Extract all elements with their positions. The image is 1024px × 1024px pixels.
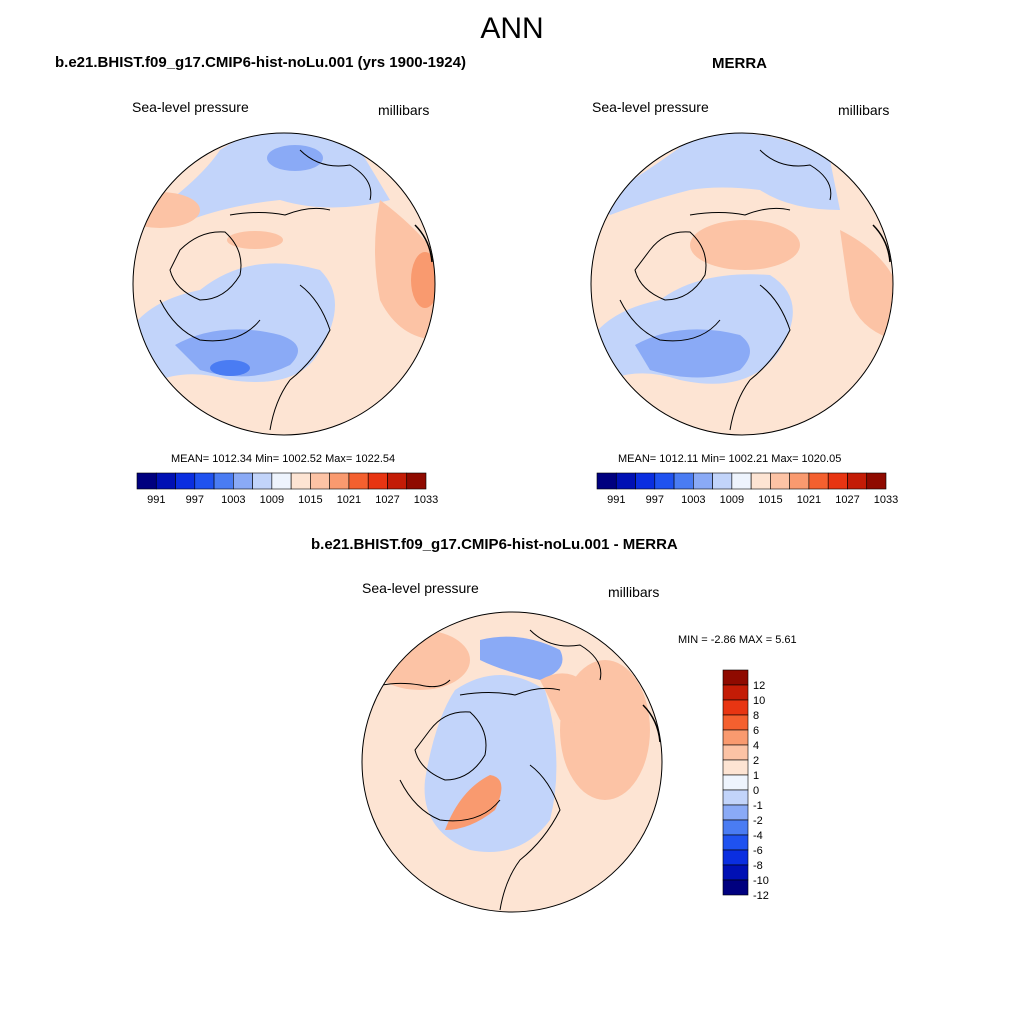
panel3-colorbar-swatch [722,759,749,776]
panel1-colorbar: 991 997 1003 1009 1015 1021 1027 1033 [136,472,438,506]
panel3-map [362,612,662,912]
panel3-colorbar-swatch [722,729,749,746]
panel2-colorbar-tick-label: 991 [607,494,625,506]
panel3-colorbar-tick-label: 10 [753,695,765,707]
panel3-colorbar-swatch [722,849,749,866]
panel2-colorbar-swatch [866,472,887,490]
panel1-colorbar-swatch [329,472,350,490]
panel2-map [591,133,893,435]
panel1-map [133,133,435,435]
panel3-colorbar-tick-label: 4 [753,740,759,752]
panel1-colorbar-tick-label: 1027 [375,494,399,506]
panel3-colorbar-swatch [722,879,749,896]
panel2-colorbar-tick-label: 1003 [681,494,705,506]
panel3-colorbar-tick-label: -6 [753,845,763,857]
panel3-colorbar-tick-label: 6 [753,725,759,737]
panel3-colorbar-swatch [722,774,749,791]
panel3-colorbar-tick-label: -4 [753,830,763,842]
panel1-colorbar-tick-label: 1015 [298,494,322,506]
panel2-colorbar-swatch [770,472,790,490]
panel1-stats: MEAN= 1012.34 Min= 1002.52 Max= 1022.54 [171,453,396,465]
panel1-colorbar-swatch [406,472,427,490]
panel2-colorbar-swatch [596,472,617,490]
panel3-colorbar-tick-label: 12 [753,680,765,692]
panel1-colorbar-tick-label: 1033 [414,494,438,506]
panel3-colorbar-swatch [722,744,749,761]
panel3-variable-label: Sea-level pressure [362,580,479,596]
panel2-colorbar-swatch [789,472,810,490]
panel1-colorbar-swatch [252,472,273,490]
panel2-colorbar-swatch [712,472,733,490]
panel2-variable-label: Sea-level pressure [592,99,709,115]
panel3-colorbar-tick-label: -2 [753,815,763,827]
panel1-colorbar-swatch [290,472,311,490]
panel2-colorbar-swatch [808,472,829,490]
panel2-colorbar-swatch [847,472,868,490]
panel3-colorbar-swatch [722,714,749,731]
panel3-colorbar-swatch [722,669,749,686]
panel1-units-label: millibars [378,102,430,118]
panel1-map-border [132,132,436,436]
panel1-title: b.e21.BHIST.f09_g17.CMIP6-hist-noLu.001 … [55,54,466,71]
panel3-colorbar-swatch [722,834,749,851]
panel3-colorbar-tick-label: -12 [753,890,769,902]
panel2-colorbar-tick-label: 1033 [874,494,898,506]
panel3-stats: MIN = -2.86 MAX = 5.61 [678,634,797,646]
panel2-colorbar-swatch [693,472,713,490]
panel1-colorbar-tick-label: 991 [147,494,165,506]
panel3-colorbar-swatch [722,864,749,881]
panel2-colorbar-tick-label: 1027 [835,494,859,506]
panel1-colorbar-swatch [348,472,369,490]
panel1-colorbar-swatch [387,472,408,490]
panel3-colorbar-swatch [722,804,749,821]
panel1-colorbar-tick-label: 1003 [221,494,245,506]
panel2-colorbar-swatch [635,472,656,490]
panel1-colorbar-tick-label: 1021 [337,494,361,506]
panel1-colorbar-swatch [136,472,157,490]
panel2-colorbar-swatch [654,472,675,490]
panel3-title: b.e21.BHIST.f09_g17.CMIP6-hist-noLu.001 … [311,536,678,553]
panel1-colorbar-swatch [310,472,330,490]
panel1-colorbar-swatch [213,472,234,490]
panel1-colorbar-tick-label: 1009 [260,494,284,506]
panel2-stats: MEAN= 1012.11 Min= 1002.21 Max= 1020.05 [618,453,842,465]
panel2-colorbar-swatch [731,472,752,490]
panel3-colorbar-tick-label: -8 [753,860,763,872]
panel3-colorbar-tick-label: 8 [753,710,759,722]
panel2-units-label: millibars [838,102,890,118]
panel3-colorbar-tick-label: -1 [753,800,763,812]
panel3-colorbar-tick-label: -10 [753,875,769,887]
panel2-colorbar-tick-label: 997 [646,494,664,506]
panel3-colorbar-swatch [722,819,749,836]
panel3-colorbar-tick-label: 2 [753,755,759,767]
panel3-colorbar-swatch [722,699,749,716]
panel3-colorbar-tick-label: 1 [753,770,759,782]
panel2-colorbar-swatch [615,472,636,490]
panel3-colorbar-swatch [722,789,749,806]
panel2-colorbar-swatch [673,472,694,490]
panel1-colorbar-swatch [155,472,176,490]
panel1-colorbar-swatch [175,472,196,490]
panel2-colorbar-swatch [827,472,848,490]
panel1-colorbar-swatch [233,472,253,490]
panel1-colorbar-tick-label: 997 [186,494,204,506]
panel2-colorbar: 991 997 1003 1009 1015 1021 1027 1033 [596,472,898,506]
panel2-title: MERRA [712,55,767,72]
panel3-colorbar-tick-label: 0 [753,785,759,797]
panel1-colorbar-swatch [194,472,215,490]
figure-title: ANN [480,12,544,45]
panel1-variable-label: Sea-level pressure [132,99,249,115]
panel1-colorbar-swatch [367,472,388,490]
panel2-map-border [590,132,894,436]
panel3-colorbar-swatch [722,684,749,701]
panel3-units-label: millibars [608,584,660,600]
panel2-colorbar-tick-label: 1021 [797,494,821,506]
panel3-map-border [361,611,663,913]
panel2-colorbar-tick-label: 1015 [758,494,782,506]
panel1-colorbar-swatch [271,472,292,490]
panel2-colorbar-tick-label: 1009 [720,494,744,506]
panel2-colorbar-swatch [750,472,771,490]
